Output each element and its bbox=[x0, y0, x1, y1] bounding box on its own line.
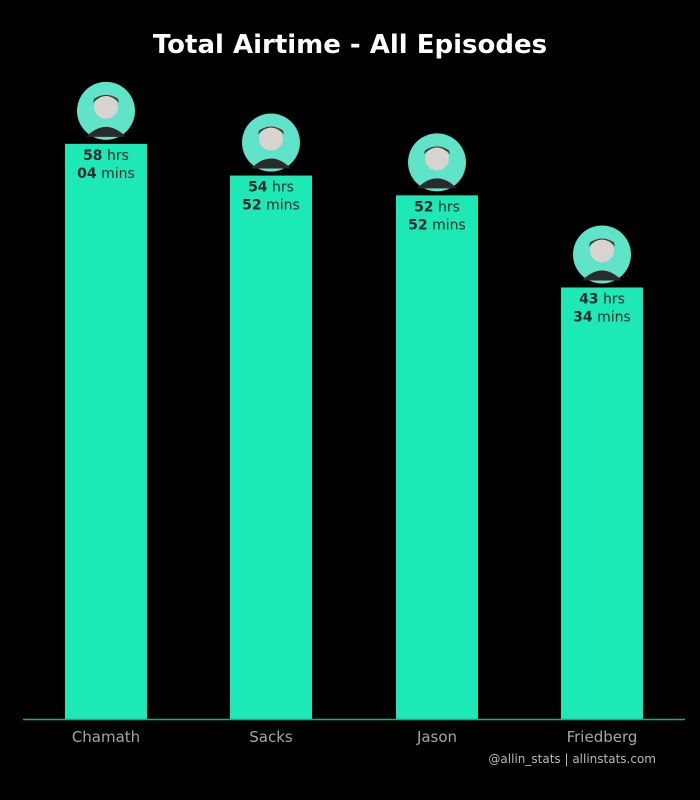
value-label-hours: 58 hrs bbox=[83, 148, 129, 164]
avatar-sacks bbox=[242, 113, 300, 172]
avatar-jason bbox=[408, 133, 466, 192]
x-tick-label: Jason bbox=[416, 728, 457, 746]
avatar-chamath bbox=[77, 81, 135, 140]
avatar-friedberg bbox=[573, 225, 631, 284]
value-label-hours: 52 hrs bbox=[414, 199, 460, 215]
x-tick-label: Sacks bbox=[249, 728, 293, 746]
value-label-hours: 43 hrs bbox=[579, 291, 625, 307]
bar-sacks bbox=[230, 175, 312, 720]
bar-jason bbox=[396, 195, 478, 720]
bar-chamath bbox=[65, 143, 147, 719]
credit-text: @allin_stats | allinstats.com bbox=[488, 752, 656, 766]
chart-title: Total Airtime - All Episodes bbox=[152, 30, 548, 60]
value-label-minutes: 52 mins bbox=[242, 198, 300, 214]
value-label-minutes: 34 mins bbox=[573, 309, 631, 325]
value-label-hours: 54 hrs bbox=[248, 180, 294, 196]
x-tick-label: Chamath bbox=[72, 728, 140, 746]
value-label-minutes: 52 mins bbox=[408, 217, 466, 233]
bar-friedberg bbox=[561, 287, 643, 719]
value-label-minutes: 04 mins bbox=[77, 166, 135, 182]
x-tick-label: Friedberg bbox=[567, 728, 638, 746]
